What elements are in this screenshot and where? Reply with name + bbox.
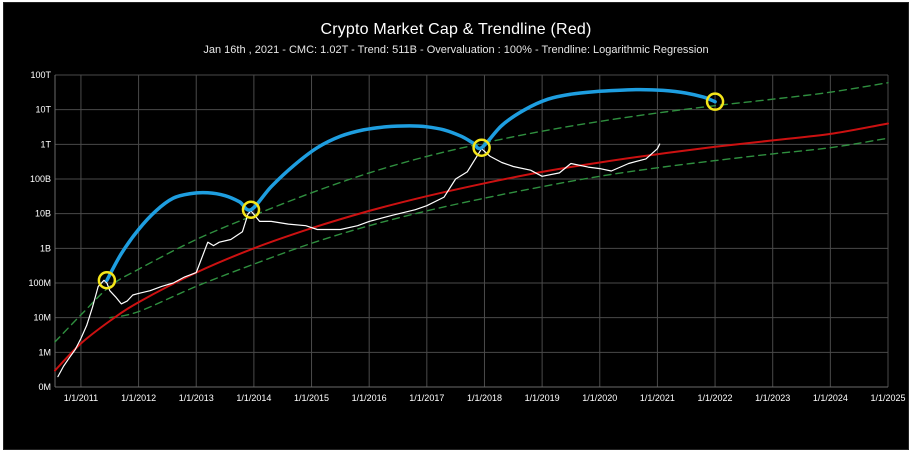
x-tick-label: 1/1/2022 xyxy=(698,393,733,403)
y-tick-label: 10T xyxy=(35,105,51,115)
x-tick-label: 1/1/2013 xyxy=(179,393,214,403)
market-cap-series xyxy=(57,143,661,378)
x-tick-label: 1/1/2016 xyxy=(352,393,387,403)
cycle-marker-ring xyxy=(241,200,261,219)
upper-band-line xyxy=(54,82,889,343)
y-tick-label: 100M xyxy=(28,278,51,288)
y-tick-label: 1M xyxy=(38,347,51,357)
x-tick-label: 1/1/2023 xyxy=(755,393,790,403)
x-tick-label: 1/1/2025 xyxy=(870,393,905,403)
cycle-arcs xyxy=(105,87,717,283)
trendline-path xyxy=(54,122,889,372)
y-tick-label: 0M xyxy=(38,382,51,392)
x-tick-label: 1/1/2015 xyxy=(294,393,329,403)
x-tick-label: 1/1/2020 xyxy=(582,393,617,403)
cycle-arc-path xyxy=(105,87,717,283)
x-tick-label: 1/1/2011 xyxy=(64,393,98,403)
x-axis-ticks: 1/1/2011 1/1/2012 1/1/2013 1/1/2014 1/1/2015… xyxy=(64,393,906,403)
cycle-marker-ring xyxy=(472,138,491,157)
y-axis-ticks: 0M 1M 10M 100M 1B 10B 100B 1T 10T 100T xyxy=(28,70,51,392)
x-tick-label: 1/1/2014 xyxy=(236,393,271,403)
y-tick-label: 1T xyxy=(40,139,51,149)
cycle-marker-ring xyxy=(97,271,117,290)
y-tick-label: 100T xyxy=(30,70,51,80)
x-tick-label: 1/1/2019 xyxy=(525,393,560,403)
cycle-markers xyxy=(97,92,725,290)
x-tick-label: 1/1/2021 xyxy=(640,393,675,403)
x-tick-label: 1/1/2017 xyxy=(409,393,444,403)
lower-band-line xyxy=(109,137,889,319)
y-tick-label: 10M xyxy=(33,313,51,323)
market-cap-line xyxy=(57,143,661,378)
band-lines xyxy=(54,82,889,343)
y-tick-label: 100B xyxy=(30,174,51,184)
x-tick-label: 1/1/2024 xyxy=(813,393,848,403)
trendline xyxy=(54,122,889,372)
y-tick-label: 1B xyxy=(40,243,51,253)
chart-frame: Crypto Market Cap & Trendline (Red) Jan … xyxy=(3,2,909,450)
x-tick-label: 1/1/2018 xyxy=(467,393,502,403)
chart-subtitle: Jan 16th , 2021 - CMC: 1.02T - Trend: 51… xyxy=(203,44,709,56)
y-tick-label: 10B xyxy=(35,209,51,219)
chart-title: Crypto Market Cap & Trendline (Red) xyxy=(320,21,592,38)
x-tick-label: 1/1/2012 xyxy=(121,393,156,403)
cycle-marker-ring xyxy=(705,92,725,111)
grid xyxy=(54,74,889,388)
